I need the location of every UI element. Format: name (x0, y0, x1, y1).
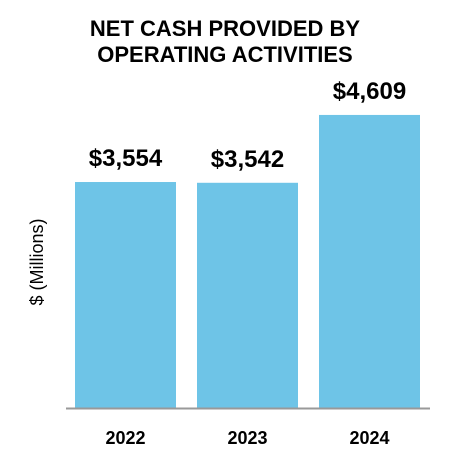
tick-labels-group: 2022 2023 2024 (105, 428, 389, 448)
value-label-2022: $3,554 (89, 145, 163, 172)
value-label-2023: $3,542 (211, 146, 284, 173)
value-label-2024: $4,609 (333, 78, 406, 105)
tick-label-2024: 2024 (349, 428, 389, 448)
y-axis-label: $ (Millions) (27, 218, 47, 305)
tick-label-2023: 2023 (227, 428, 267, 448)
bar-2023 (197, 182, 298, 408)
tick-label-2022: 2022 (105, 428, 145, 448)
bar-2024 (319, 114, 420, 409)
bar-2022 (75, 182, 176, 408)
chart-title-line-1: NET CASH PROVIDED BY (89, 16, 361, 41)
bars-group (75, 114, 420, 409)
value-labels-group: $3,554 $3,542 $4,609 (89, 78, 406, 173)
chart-title: NET CASH PROVIDED BY OPERATING ACTIVITIE… (0, 16, 450, 68)
chart-title-line-2: OPERATING ACTIVITIES (97, 42, 353, 67)
